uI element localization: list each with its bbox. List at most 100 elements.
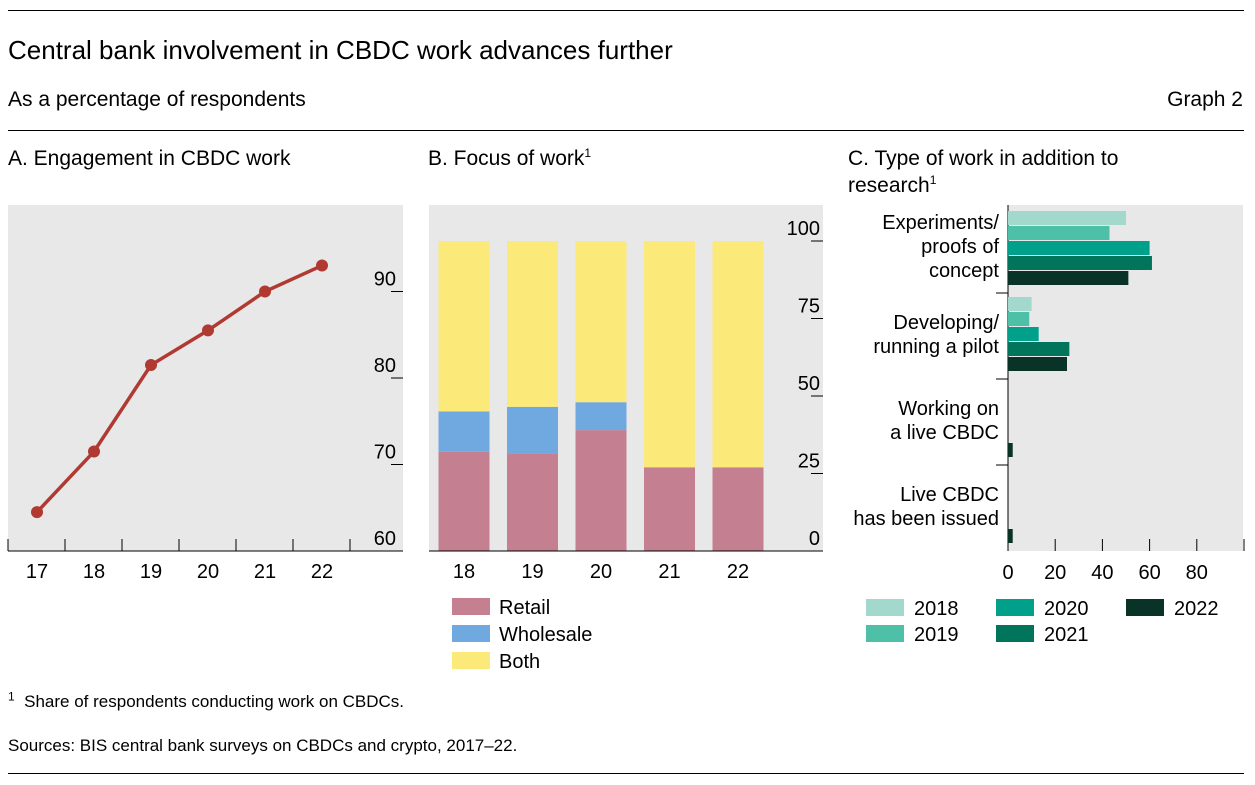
panel-b-bar-19-wholesale — [507, 406, 558, 454]
panel-c-category-label-4-line1: Live CBDC — [900, 484, 999, 506]
panel-c-x-tick-label-20: 20 — [1044, 562, 1066, 584]
graph-title: Central bank involvement in CBDC work ad… — [8, 35, 673, 65]
panel-c-category-label-3-line2: a live CBDC — [890, 422, 999, 444]
panel-c-legend-label-2022: 2022 — [1174, 598, 1219, 620]
panel-c-x-tick-label-0: 0 — [1002, 562, 1013, 584]
panel-b-y-tick-label-0: 0 — [809, 528, 820, 550]
graph-number: Graph 2 — [1167, 88, 1243, 111]
panel-b-bar-20-both — [575, 241, 627, 403]
panel-c-legend-swatch-2019 — [866, 625, 904, 642]
panel-c-title-line1: C. Type of work in addition to — [848, 147, 1119, 170]
panel-b-title-footnote-mark: 1 — [584, 146, 592, 160]
panel-a-x-tick-label-20: 20 — [197, 561, 219, 583]
panel-b-x-tick-label-19: 19 — [521, 561, 543, 583]
panel-c-bar-group4-2022 — [1008, 529, 1013, 543]
panel-a-point-19 — [145, 359, 157, 372]
panel-b-bar-18-wholesale — [438, 411, 490, 452]
panel-a-series-line — [35, 263, 323, 514]
panel-b-x-tick-label-21: 21 — [658, 561, 680, 583]
panel-c-legend-swatch-2020 — [996, 599, 1034, 616]
panel-a-point-18 — [88, 445, 100, 458]
panel-b-bar-18-both — [438, 241, 490, 412]
panel-b-bar-21-retail — [644, 467, 695, 551]
footnote-mark: 1 — [8, 689, 15, 704]
panel-c-legend-label-2018: 2018 — [914, 598, 959, 620]
panel-a-chart: 60 70 80 90 17 18 19 20 21 22 — [7, 205, 403, 583]
panel-c-bar-group1-2021 — [1008, 256, 1152, 270]
panel-b-bar-19-retail — [507, 453, 558, 551]
panel-b-chart: 0 25 50 75 100 18 19 20 21 22 Retail Wholesale Both — [429, 205, 823, 673]
panel-a-y-tick-label-90: 90 — [374, 269, 396, 291]
panel-c-bar-group1-2022 — [1008, 271, 1129, 285]
panel-c-bar-group3-2022 — [1008, 443, 1013, 457]
panel-a-y-tick-label-70: 70 — [374, 442, 396, 464]
panel-c-bar-group2-2019 — [1008, 312, 1030, 326]
panel-b-x-tick-label-20: 20 — [590, 561, 612, 583]
panel-b-bar-22-retail — [712, 467, 764, 551]
top-rule — [8, 10, 1244, 11]
panel-a-point-20 — [202, 324, 214, 337]
footnote: 1 Share of respondents conducting work o… — [8, 689, 405, 712]
panel-a-x-tick-label-17: 17 — [26, 561, 48, 583]
panel-c-x-tick-label-40: 40 — [1091, 562, 1113, 584]
panel-b-bar-20-retail — [575, 430, 627, 551]
header-rule — [8, 130, 1244, 131]
panel-c-title-line2-text: research — [848, 174, 930, 197]
panel-a-x-tick-label-21: 21 — [254, 561, 276, 583]
graph-subtitle: As a percentage of respondents — [8, 88, 306, 111]
panel-c-x-tick-label-80: 80 — [1186, 562, 1208, 584]
panel-c-category-label-1-line2: proofs of — [921, 236, 999, 258]
panel-a-y-tick-label-80: 80 — [374, 355, 396, 377]
panel-c-category-label-1-line3: concept — [929, 260, 999, 282]
panel-b-bar-20-wholesale — [575, 402, 627, 431]
panel-b-y-tick-label-75: 75 — [798, 296, 820, 318]
panel-b-legend-label-both: Both — [499, 651, 540, 673]
panel-c-bar-group2-2018 — [1008, 297, 1032, 311]
panel-c-bar-group2-2022 — [1008, 357, 1067, 371]
panel-c-category-label-2-line2: running a pilot — [873, 336, 999, 358]
panel-b-legend-swatch-both — [452, 652, 490, 669]
panel-b-bar-22-both — [712, 241, 764, 468]
panel-b-legend-swatch-wholesale — [452, 625, 490, 642]
panel-c-x-tick-label-60: 60 — [1138, 562, 1160, 584]
footnote-text: Share of respondents conducting work on … — [24, 692, 405, 711]
panel-b-x-tick-label-22: 22 — [727, 561, 749, 583]
panel-a-point-21 — [259, 285, 271, 298]
panel-c-legend-swatch-2018 — [866, 599, 904, 616]
panel-a-x-tick-label-18: 18 — [83, 561, 105, 583]
panel-b-bar-21-both — [644, 241, 695, 468]
panel-b-y-tick-label-50: 50 — [798, 373, 820, 395]
panel-c-bar-group2-2021 — [1008, 342, 1070, 356]
panel-a-point-22 — [316, 259, 328, 272]
panel-b-legend-swatch-retail — [452, 598, 490, 615]
panel-c-category-label-3-line1: Working on — [898, 398, 999, 420]
panel-a-x-tick-label-22: 22 — [311, 561, 333, 583]
panel-b-x-tick-label-18: 18 — [453, 561, 475, 583]
panel-b-title: B. Focus of work1 — [428, 145, 591, 173]
panel-c-legend-swatch-2022 — [1126, 599, 1164, 616]
panel-c-bar-group1-2018 — [1008, 211, 1126, 225]
bottom-rule — [8, 773, 1244, 774]
panel-a-title: A. Engagement in CBDC work — [8, 147, 291, 170]
panel-c-legend-swatch-2021 — [996, 625, 1034, 642]
panel-a-point-17 — [31, 506, 43, 519]
panel-c-category-label-4-line2: has been issued — [853, 508, 999, 530]
panel-a-plot-bg — [8, 205, 403, 551]
panel-c-bar-group1-2019 — [1008, 226, 1110, 240]
panel-c-legend-label-2021: 2021 — [1044, 624, 1089, 646]
panel-b-legend-label-retail: Retail — [499, 597, 550, 619]
panel-c-bar-group1-2020 — [1008, 241, 1150, 255]
panel-c-category-label-1-line1: Experiments/ — [882, 212, 999, 234]
panel-c-legend-label-2019: 2019 — [914, 624, 959, 646]
panel-b-y-tick-label-100: 100 — [787, 218, 820, 240]
panel-a-y-tick-label-60: 60 — [374, 528, 396, 550]
panel-c-bar-group2-2020 — [1008, 327, 1039, 341]
panel-c-category-label-2-line1: Developing/ — [893, 312, 999, 334]
panel-b-title-text: B. Focus of work — [428, 147, 585, 170]
panel-b-bar-18-retail — [438, 451, 490, 551]
panel-b-y-tick-label-25: 25 — [798, 451, 820, 473]
panel-b-legend-label-wholesale: Wholesale — [499, 624, 592, 646]
panel-c-title-line2: research1 — [848, 172, 936, 200]
panel-a-x-tick-label-19: 19 — [140, 561, 162, 583]
